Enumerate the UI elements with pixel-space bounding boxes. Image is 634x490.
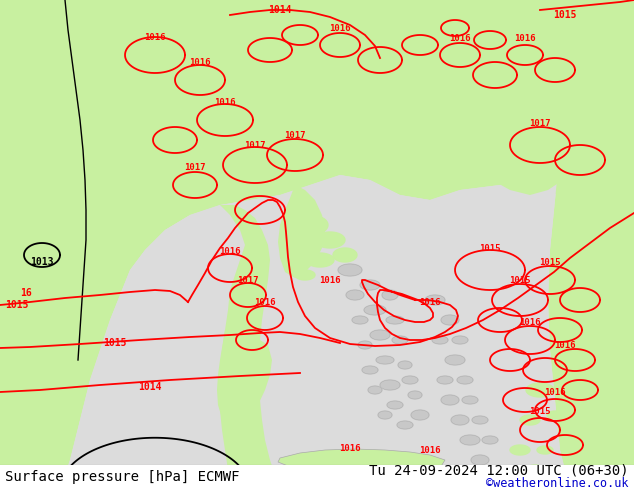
Polygon shape bbox=[306, 253, 334, 267]
Text: 1016: 1016 bbox=[339, 444, 361, 453]
Polygon shape bbox=[548, 0, 634, 490]
Polygon shape bbox=[451, 415, 469, 425]
Text: 1016: 1016 bbox=[320, 276, 340, 285]
Polygon shape bbox=[218, 205, 280, 490]
Text: 1017: 1017 bbox=[184, 163, 206, 172]
Polygon shape bbox=[462, 396, 478, 404]
Polygon shape bbox=[387, 401, 403, 409]
Polygon shape bbox=[441, 315, 459, 325]
Text: Surface pressure [hPa] ECMWF: Surface pressure [hPa] ECMWF bbox=[5, 470, 240, 484]
Text: 1016: 1016 bbox=[419, 298, 441, 307]
Text: 1017: 1017 bbox=[529, 119, 551, 128]
Polygon shape bbox=[346, 290, 364, 300]
Text: 1015: 1015 bbox=[553, 10, 577, 20]
Text: 1016: 1016 bbox=[219, 247, 241, 256]
Polygon shape bbox=[411, 410, 429, 420]
Polygon shape bbox=[386, 316, 404, 324]
Text: 1014: 1014 bbox=[138, 382, 162, 392]
Polygon shape bbox=[0, 0, 75, 490]
Polygon shape bbox=[382, 290, 398, 300]
Polygon shape bbox=[217, 330, 272, 435]
Text: 1016: 1016 bbox=[519, 318, 541, 327]
Polygon shape bbox=[362, 366, 378, 374]
Polygon shape bbox=[520, 415, 540, 425]
Polygon shape bbox=[380, 380, 400, 390]
Polygon shape bbox=[378, 411, 392, 419]
Polygon shape bbox=[364, 305, 386, 315]
Polygon shape bbox=[471, 455, 489, 465]
Polygon shape bbox=[278, 185, 325, 278]
Polygon shape bbox=[441, 395, 459, 405]
Text: Tu 24-09-2024 12:00 UTC (06+30): Tu 24-09-2024 12:00 UTC (06+30) bbox=[370, 463, 629, 477]
Text: 1015: 1015 bbox=[103, 338, 127, 348]
Polygon shape bbox=[295, 270, 315, 280]
Polygon shape bbox=[437, 376, 453, 384]
Polygon shape bbox=[510, 445, 530, 455]
Polygon shape bbox=[457, 376, 473, 384]
Polygon shape bbox=[425, 295, 445, 305]
Text: 1015: 1015 bbox=[529, 407, 551, 416]
Polygon shape bbox=[358, 341, 372, 349]
Bar bbox=[0, 465, 634, 490]
Text: 1016: 1016 bbox=[544, 388, 566, 397]
Text: 1016: 1016 bbox=[214, 98, 236, 107]
Polygon shape bbox=[370, 330, 390, 340]
Polygon shape bbox=[472, 416, 488, 424]
Text: 1017: 1017 bbox=[244, 141, 266, 150]
Text: 1016: 1016 bbox=[254, 298, 276, 307]
Polygon shape bbox=[526, 465, 544, 475]
Text: ©weatheronline.co.uk: ©weatheronline.co.uk bbox=[486, 476, 629, 490]
Text: 16: 16 bbox=[20, 288, 32, 298]
Polygon shape bbox=[278, 449, 445, 474]
Polygon shape bbox=[480, 125, 570, 195]
Polygon shape bbox=[402, 376, 418, 384]
Text: 1014: 1014 bbox=[268, 5, 292, 15]
Polygon shape bbox=[315, 232, 345, 248]
Polygon shape bbox=[547, 411, 563, 419]
Polygon shape bbox=[445, 355, 465, 365]
Polygon shape bbox=[338, 264, 362, 276]
Text: 1016: 1016 bbox=[450, 34, 471, 43]
Polygon shape bbox=[397, 421, 413, 429]
Text: 1016: 1016 bbox=[514, 34, 536, 43]
Polygon shape bbox=[360, 280, 380, 290]
Polygon shape bbox=[452, 336, 468, 344]
Text: 1017: 1017 bbox=[284, 131, 306, 140]
Polygon shape bbox=[352, 316, 368, 324]
Polygon shape bbox=[60, 150, 570, 490]
Text: 1015: 1015 bbox=[479, 244, 501, 253]
Text: 1015: 1015 bbox=[540, 258, 560, 267]
Polygon shape bbox=[333, 248, 357, 262]
Polygon shape bbox=[408, 391, 422, 399]
Polygon shape bbox=[285, 234, 305, 246]
Text: 1015: 1015 bbox=[5, 300, 29, 310]
Polygon shape bbox=[368, 386, 382, 394]
Polygon shape bbox=[292, 215, 328, 235]
Polygon shape bbox=[526, 383, 554, 397]
Polygon shape bbox=[482, 436, 498, 444]
Polygon shape bbox=[537, 446, 553, 454]
Text: 1017: 1017 bbox=[237, 276, 259, 285]
Text: 1016: 1016 bbox=[190, 58, 210, 67]
Polygon shape bbox=[376, 356, 394, 364]
Text: 1016: 1016 bbox=[329, 24, 351, 33]
Text: 1016: 1016 bbox=[145, 33, 165, 42]
Polygon shape bbox=[392, 336, 408, 344]
Text: 1016: 1016 bbox=[419, 446, 441, 455]
Text: 1013: 1013 bbox=[30, 257, 54, 267]
Text: 1016: 1016 bbox=[554, 341, 576, 350]
Text: 1015: 1015 bbox=[509, 276, 531, 285]
Polygon shape bbox=[432, 336, 448, 344]
Polygon shape bbox=[460, 435, 480, 445]
Polygon shape bbox=[398, 361, 412, 369]
